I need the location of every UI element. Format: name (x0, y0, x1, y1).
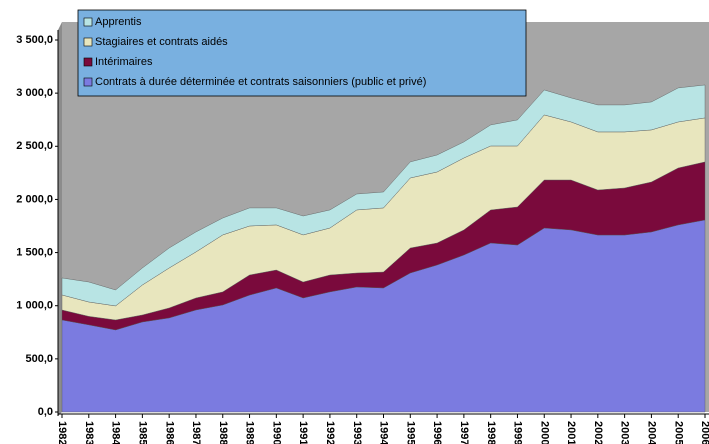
x-tick-label: 1986 (163, 421, 175, 444)
x-tick-label: 1995 (404, 421, 416, 444)
x-tick-label: 1992 (324, 421, 336, 444)
legend-label: Apprentis (95, 16, 142, 28)
y-tick-label: 2 000,0 (16, 193, 53, 205)
y-tick-label: 2 500,0 (16, 140, 53, 152)
x-tick-label: 1984 (110, 421, 122, 444)
y-tick-label: 500,0 (25, 353, 53, 365)
y-tick-label: 3 000,0 (16, 87, 53, 99)
x-tick-label: 2001 (565, 421, 577, 444)
x-tick-label: 1998 (485, 421, 497, 444)
x-tick-label: 1987 (190, 421, 202, 444)
y-tick-label: 1 000,0 (16, 300, 53, 312)
x-tick-label: 1997 (458, 421, 470, 444)
x-tick-label: 1996 (431, 421, 443, 444)
x-tick-label: 1993 (351, 421, 363, 444)
x-tick-label: 2005 (672, 421, 684, 444)
x-tick-label: 1982 (56, 421, 68, 444)
x-tick-label: 2004 (646, 421, 658, 444)
x-tick-label: 2002 (592, 421, 604, 444)
x-tick-label: 1989 (244, 421, 256, 444)
x-tick-label: 1990 (270, 421, 282, 444)
area (61, 84, 706, 307)
legend-label: Intérimaires (95, 56, 153, 68)
x-tick-label: 1999 (512, 421, 524, 444)
legend-swatch (83, 77, 93, 87)
legend-box (77, 9, 527, 97)
legend-label: Stagiaires et contrats aidés (95, 36, 228, 48)
legend-swatch (83, 37, 93, 47)
x-tick-label: 1983 (83, 421, 95, 444)
x-tick-label: 1991 (297, 421, 309, 444)
x-tick-label: 2000 (538, 421, 550, 444)
x-tick-label: 1988 (217, 421, 229, 444)
x-tick-label: 2006 (699, 421, 709, 444)
legend-swatch (83, 17, 93, 27)
x-tick-label: 2003 (619, 421, 631, 444)
x-tick-label: 1994 (378, 421, 390, 444)
legend-swatch (83, 57, 93, 67)
plot-side-wall (58, 22, 62, 416)
legend-label: Contrats à durée déterminée et contrats … (95, 76, 426, 88)
y-tick-label: 0,0 (38, 406, 53, 418)
y-tick-label: 1 500,0 (16, 246, 53, 258)
y-tick-label: 3 500,0 (16, 34, 53, 46)
x-tick-label: 1985 (136, 421, 148, 444)
